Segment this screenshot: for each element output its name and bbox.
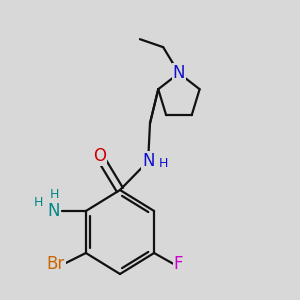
Text: Br: Br	[47, 255, 65, 273]
Text: H: H	[49, 188, 59, 201]
Text: H: H	[159, 157, 169, 170]
Text: O: O	[93, 147, 106, 165]
Text: F: F	[174, 255, 183, 273]
Text: N: N	[142, 152, 155, 170]
Text: N: N	[48, 202, 60, 220]
Text: H: H	[34, 196, 43, 209]
Text: N: N	[173, 64, 185, 82]
